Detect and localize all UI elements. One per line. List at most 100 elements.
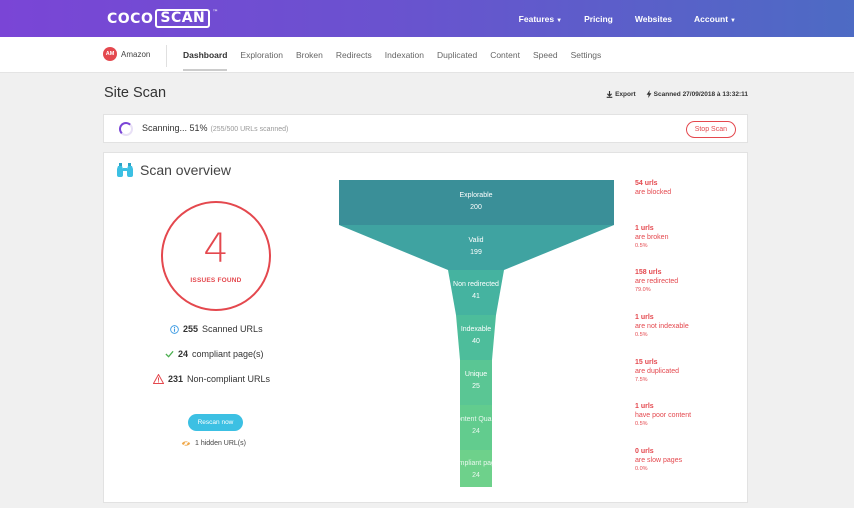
- funnel-value: 40: [472, 338, 480, 345]
- nav-pricing[interactable]: Pricing: [584, 13, 613, 24]
- logo-text-left: COCO: [107, 10, 154, 27]
- scanned-urls-label: Scanned URLs: [202, 324, 263, 334]
- funnel-value: 200: [470, 204, 482, 211]
- scan-status-text: Scanning... 51%: [142, 123, 208, 133]
- tab-dashboard[interactable]: Dashboard: [183, 37, 228, 73]
- tab-exploration[interactable]: Exploration: [240, 50, 283, 60]
- caret-down-icon: ▼: [556, 17, 563, 24]
- non-compliant-stat: 231 Non-compliant URLs: [153, 374, 270, 384]
- note-slow-pages[interactable]: 0 urls are slow pages 0.0%: [635, 447, 682, 474]
- note-pct: 0.5%: [635, 421, 648, 427]
- funnel-label-non-redirected: Non redirected 41: [426, 279, 526, 303]
- funnel-name: Indexable: [460, 326, 492, 333]
- note-count: 158 urls: [635, 269, 662, 276]
- non-compliant-label: Non-compliant URLs: [187, 374, 271, 384]
- sub-navbar: AM Amazon Dashboard Exploration Broken R…: [0, 37, 854, 73]
- note-pct: 79.0%: [635, 287, 651, 293]
- divider: [166, 45, 167, 67]
- scan-status: Scanning... 51% (255/500 URLs scanned): [142, 123, 288, 133]
- page-title: Site Scan: [104, 85, 167, 101]
- funnel-name: Non redirected: [453, 281, 499, 288]
- nav-features-label: Features: [518, 13, 555, 24]
- funnel-label-explorable: Explorable 200: [426, 190, 526, 214]
- funnel-name: Content Quality: [451, 416, 501, 423]
- tab-redirects[interactable]: Redirects: [335, 50, 372, 60]
- funnel-name: Explorable: [459, 192, 493, 199]
- scanned-timestamp: Scanned 27/09/2018 à 13:32:11: [646, 90, 748, 98]
- note-not-indexable[interactable]: 1 urls are not indexable 0.5%: [635, 313, 689, 340]
- nav-websites[interactable]: Websites: [634, 13, 673, 24]
- funnel-label-content-quality: Content Quality 24: [426, 414, 526, 438]
- funnel-value: 24: [472, 428, 480, 435]
- funnel-label-compliant: Compliant pages 24: [426, 458, 526, 482]
- issues-count: 4: [203, 225, 229, 272]
- scanned-urls-stat: 255 Scanned URLs: [170, 324, 263, 334]
- note-count: 1 urls: [635, 314, 654, 321]
- tab-content[interactable]: Content: [490, 50, 520, 60]
- note-count: 15 urls: [635, 359, 658, 366]
- scan-detail: (255/500 URLs scanned): [210, 126, 289, 133]
- note-pct: 0.5%: [635, 332, 648, 338]
- compliant-pages-stat: 24 compliant page(s): [165, 349, 264, 359]
- note-text: are blocked: [635, 189, 672, 196]
- spinner-icon: [119, 122, 133, 136]
- scan-overview-card: Scan overview 4 ISSUES FOUND 255 Scanned…: [103, 152, 748, 503]
- note-blocked[interactable]: 54 urls are blocked: [635, 179, 671, 197]
- nav-features[interactable]: Features ▼: [519, 14, 562, 24]
- note-pct: 7.5%: [635, 377, 648, 383]
- project-selector[interactable]: AM Amazon: [103, 47, 150, 61]
- scanned-label: Scanned 27/09/2018 à 13:32:11: [653, 90, 748, 98]
- hidden-urls-label: 1 hidden URL(s): [195, 440, 246, 447]
- note-pct: 0.5%: [635, 243, 648, 249]
- avatar: AM: [103, 47, 117, 61]
- eye-slash-icon: [181, 440, 191, 447]
- funnel-label-unique: Unique 25: [426, 369, 526, 393]
- funnel-label-indexable: Indexable 40: [426, 324, 526, 348]
- info-icon: [170, 324, 179, 334]
- note-text: are not indexable: [635, 323, 689, 330]
- scan-progress-bar: Scanning... 51% (255/500 URLs scanned) St…: [103, 114, 748, 143]
- logo-text-right: SCAN: [155, 9, 211, 28]
- note-text: are duplicated: [635, 368, 679, 375]
- nav-account[interactable]: Account ▼: [694, 14, 736, 24]
- note-broken[interactable]: 1 urls are broken 0.5%: [635, 224, 668, 251]
- logo[interactable]: COCO SCAN ™: [107, 9, 219, 28]
- compliant-pages-label: compliant page(s): [192, 349, 264, 359]
- top-navbar: COCO SCAN ™ Features ▼ Pricing Websites A…: [0, 0, 854, 37]
- card-title: Scan overview: [116, 162, 231, 178]
- funnel-value: 199: [470, 249, 482, 256]
- download-icon: [606, 90, 613, 98]
- note-count: 0 urls: [635, 448, 654, 455]
- stop-scan-button[interactable]: Stop Scan: [685, 121, 736, 138]
- tab-indexation[interactable]: Indexation: [384, 50, 425, 60]
- issues-found-circle: 4 ISSUES FOUND: [161, 201, 271, 311]
- note-text: are slow pages: [635, 457, 683, 464]
- non-compliant-count: 231: [168, 374, 184, 384]
- note-count: 1 urls: [635, 403, 654, 410]
- note-text: have poor content: [635, 412, 692, 419]
- tab-speed[interactable]: Speed: [532, 50, 558, 60]
- tab-broken[interactable]: Broken: [295, 50, 323, 60]
- note-duplicated[interactable]: 15 urls are duplicated 7.5%: [635, 358, 679, 385]
- rescan-now-button[interactable]: Rescan now: [188, 414, 243, 431]
- funnel-label-valid: Valid 199: [426, 235, 526, 259]
- note-poor-content[interactable]: 1 urls have poor content 0.5%: [635, 402, 691, 429]
- note-pct: 0.0%: [635, 466, 648, 472]
- project-name: Amazon: [121, 49, 151, 59]
- funnel-value: 41: [472, 293, 480, 300]
- tab-duplicated[interactable]: Duplicated: [437, 50, 478, 60]
- note-text: are redirected: [635, 278, 679, 285]
- compliant-pages-count: 24: [178, 349, 189, 359]
- check-icon: [165, 350, 174, 358]
- note-redirected[interactable]: 158 urls are redirected 79.0%: [635, 268, 678, 295]
- funnel-name: Unique: [464, 371, 488, 378]
- tab-settings[interactable]: Settings: [570, 50, 602, 60]
- scanned-urls-count: 255: [183, 324, 199, 334]
- tab-bar: Dashboard Exploration Broken Redirects I…: [183, 37, 614, 73]
- note-text: are broken: [635, 234, 669, 241]
- issues-label: ISSUES FOUND: [190, 276, 242, 284]
- note-count: 54 urls: [635, 180, 658, 187]
- binoculars-icon: [117, 163, 133, 177]
- export-button[interactable]: Export: [606, 90, 636, 98]
- hidden-urls-link[interactable]: 1 hidden URL(s): [181, 440, 246, 447]
